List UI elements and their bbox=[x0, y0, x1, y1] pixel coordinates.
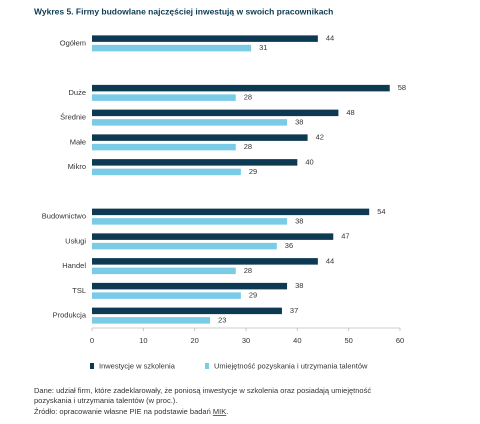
bar bbox=[92, 134, 308, 141]
value-label: 38 bbox=[295, 117, 303, 126]
bar bbox=[92, 84, 390, 92]
y-tick-label: Produkcja bbox=[53, 311, 87, 320]
bar bbox=[92, 168, 241, 176]
value-label: 38 bbox=[295, 281, 303, 290]
bar bbox=[92, 282, 288, 290]
y-tick-label: Małe bbox=[70, 137, 86, 146]
y-tick-label: Mikro bbox=[68, 162, 86, 171]
bar bbox=[92, 267, 236, 275]
value-label: 44 bbox=[326, 256, 334, 265]
legend-swatch bbox=[205, 363, 209, 369]
value-label: 28 bbox=[244, 93, 252, 102]
value-label: 48 bbox=[346, 108, 354, 117]
y-tick-label: Budownictwo bbox=[42, 212, 86, 221]
value-label: 38 bbox=[295, 216, 303, 225]
bar bbox=[92, 35, 318, 42]
bar bbox=[92, 218, 288, 225]
bar bbox=[92, 119, 288, 126]
source-link[interactable]: MIK bbox=[213, 407, 226, 416]
x-tick-label: 60 bbox=[396, 336, 404, 345]
bar bbox=[92, 143, 236, 151]
note: pozyskania i utrzymania talentów (w proc… bbox=[34, 396, 177, 405]
bar bbox=[92, 44, 252, 52]
bar bbox=[92, 109, 339, 117]
source-text: Źródło: opracowanie własne PIE na podsta… bbox=[34, 407, 213, 416]
bar bbox=[92, 258, 318, 265]
chart-title: Wykres 5. Firmy budowlane najczęściej in… bbox=[34, 6, 333, 16]
bar bbox=[92, 317, 211, 324]
source: Źródło: opracowanie własne PIE na podsta… bbox=[34, 407, 228, 416]
y-tick-label: Średnie bbox=[60, 113, 86, 122]
value-label: 29 bbox=[249, 291, 257, 300]
value-label: 47 bbox=[341, 232, 349, 241]
x-tick-label: 40 bbox=[293, 336, 301, 345]
bar bbox=[92, 94, 236, 101]
y-tick-label: Handel bbox=[62, 261, 86, 270]
legend-label: Inwestycje w szkolenia bbox=[99, 361, 176, 370]
x-tick-label: 20 bbox=[190, 336, 198, 345]
value-label: 23 bbox=[218, 315, 226, 324]
bar bbox=[92, 292, 241, 299]
source-end: . bbox=[226, 407, 228, 416]
value-label: 28 bbox=[244, 266, 252, 275]
x-tick-label: 10 bbox=[139, 336, 147, 345]
legend-label: Umiejętność pozyskania i utrzymania tale… bbox=[214, 361, 368, 370]
bar bbox=[92, 233, 334, 240]
y-tick-label: Duże bbox=[68, 88, 86, 97]
note: Dane: udział firm, które zadeklarowały, … bbox=[34, 386, 371, 395]
y-tick-label: Usługi bbox=[65, 236, 86, 245]
value-label: 28 bbox=[244, 142, 252, 151]
x-tick-label: 30 bbox=[242, 336, 250, 345]
x-tick-label: 0 bbox=[90, 336, 94, 345]
bar bbox=[92, 208, 370, 216]
value-label: 54 bbox=[377, 207, 385, 216]
y-tick-label: TSL bbox=[72, 286, 86, 295]
value-label: 42 bbox=[316, 133, 324, 142]
value-label: 40 bbox=[305, 157, 313, 166]
value-label: 36 bbox=[285, 241, 293, 250]
x-tick-label: 50 bbox=[344, 336, 352, 345]
value-label: 58 bbox=[398, 83, 406, 92]
y-tick-label: Ogółem bbox=[60, 38, 86, 47]
bar bbox=[92, 159, 298, 166]
bar bbox=[92, 307, 282, 315]
bar bbox=[92, 242, 277, 250]
value-label: 31 bbox=[259, 43, 267, 52]
legend-swatch bbox=[90, 363, 94, 369]
value-label: 44 bbox=[326, 34, 334, 43]
value-label: 37 bbox=[290, 306, 298, 315]
value-label: 29 bbox=[249, 167, 257, 176]
